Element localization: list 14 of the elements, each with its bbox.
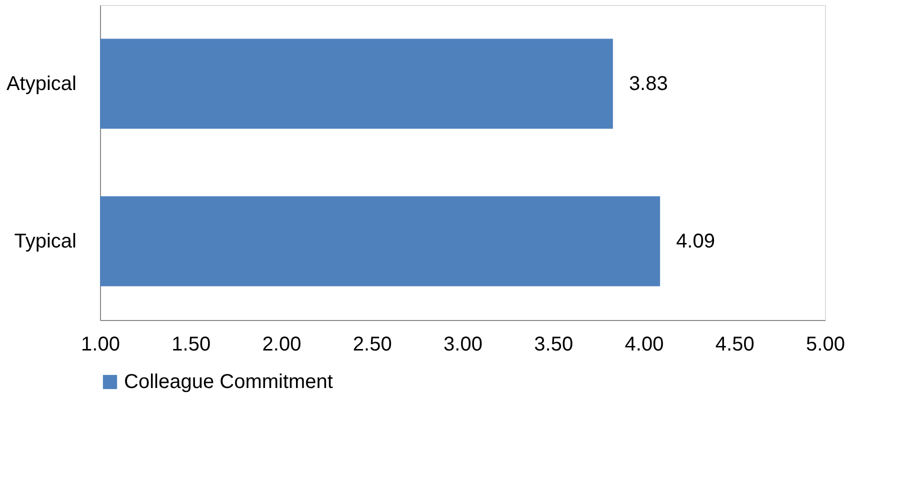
x-tick-label: 4.50 <box>715 334 754 356</box>
x-tick-label: 2.50 <box>352 334 392 356</box>
x-tick-label: 4.00 <box>624 334 664 356</box>
y-tick-label: Atypical <box>6 72 76 95</box>
legend-label: Colleague Commitment <box>124 371 334 393</box>
x-tick-label: 3.00 <box>444 334 482 356</box>
y-tick-label: Typical <box>14 230 76 252</box>
x-tick-label: 2.00 <box>262 334 302 356</box>
x-tick-label: 1.50 <box>172 334 211 356</box>
data-label: 4.09 <box>676 230 715 252</box>
data-label: 3.83 <box>628 72 668 95</box>
x-tick-label: 1.00 <box>81 334 120 356</box>
x-tick-label: 5.00 <box>806 334 845 356</box>
x-tick-label: 3.50 <box>534 334 574 356</box>
